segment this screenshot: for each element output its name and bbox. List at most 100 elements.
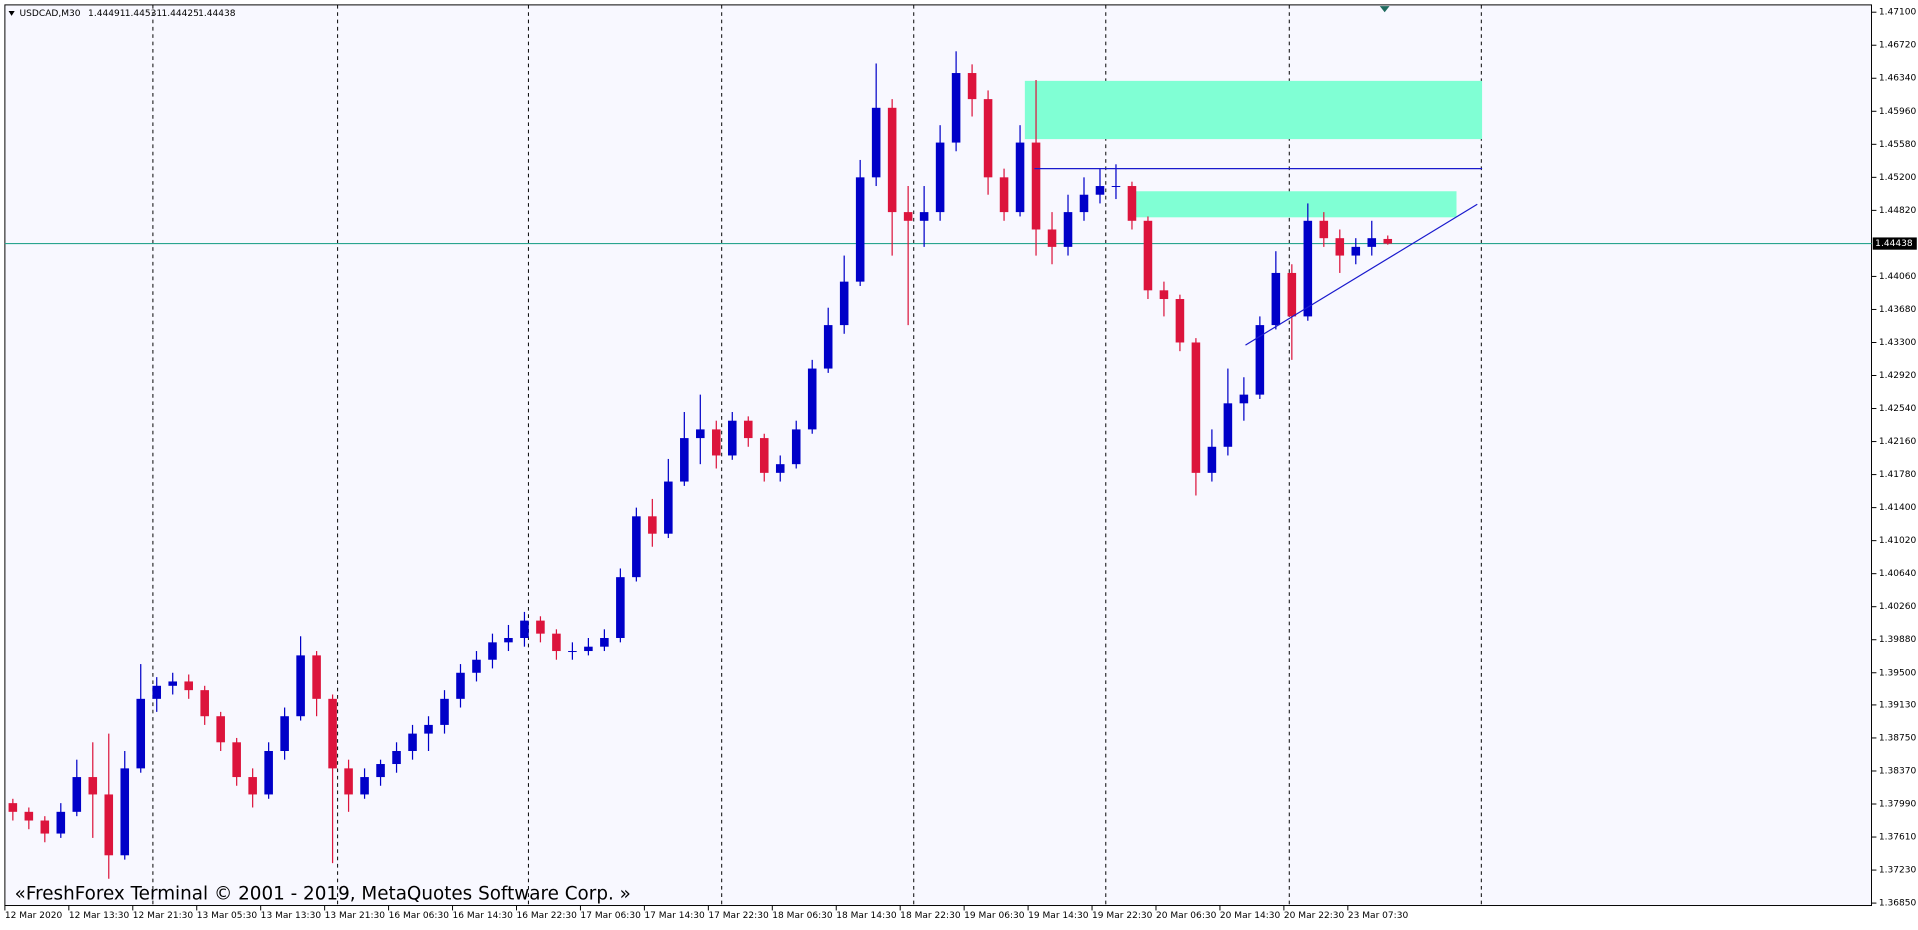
candle-body	[1143, 220, 1153, 291]
candle-body	[1175, 299, 1185, 343]
x-tick-label: 13 Mar 13:30	[261, 911, 322, 921]
x-tick-label: 12 Mar 2020	[5, 911, 63, 921]
candle-body	[759, 438, 769, 473]
candle-body	[999, 177, 1009, 213]
candle-body	[1271, 272, 1281, 326]
candle-body	[1063, 212, 1073, 247]
x-tick-label: 12 Mar 13:30	[69, 911, 130, 921]
candle-body	[8, 803, 18, 812]
candle-body	[632, 516, 641, 578]
y-tick-label: 1.36850	[1879, 899, 1917, 909]
candle-body	[616, 577, 625, 638]
candle-body	[1079, 194, 1089, 213]
x-tick-label: 16 Mar 14:30	[453, 911, 514, 921]
y-tick-label: 1.37230	[1879, 866, 1917, 876]
candle-body	[807, 368, 817, 430]
candle-body	[424, 724, 433, 734]
candle-body	[24, 811, 34, 821]
y-tick-label: 1.41020	[1879, 536, 1917, 546]
x-tick-label: 23 Mar 07:30	[1348, 911, 1409, 921]
candle-body	[248, 777, 257, 795]
y-tick-label: 1.45580	[1879, 140, 1917, 150]
x-tick-label: 13 Mar 05:30	[197, 911, 258, 921]
y-tick-label: 1.44060	[1879, 272, 1917, 282]
candle-body	[488, 642, 497, 660]
candle-body	[712, 429, 721, 456]
candle-body	[775, 464, 785, 473]
current-price-box	[1872, 237, 1917, 250]
candle-body	[312, 655, 321, 699]
y-tick-label: 1.39500	[1879, 668, 1917, 678]
y-tick-label: 1.42160	[1879, 437, 1917, 447]
y-tick-label: 1.41780	[1879, 470, 1917, 480]
copyright: «FreshForex Terminal © 2001 - 2019, Meta…	[15, 884, 631, 905]
candle-body	[1351, 246, 1361, 256]
x-tick-label: 16 Mar 06:30	[389, 911, 450, 921]
y-tick-label: 1.47100	[1879, 8, 1917, 18]
x-tick-label: 19 Mar 06:30	[964, 911, 1025, 921]
x-tick-label: 16 Mar 22:30	[516, 911, 577, 921]
candle-body	[408, 733, 417, 751]
header-open: 1.44491	[88, 9, 125, 19]
candle-body	[951, 73, 961, 143]
candle-body	[1047, 229, 1057, 247]
candle-body	[216, 716, 225, 743]
candle-body	[392, 750, 401, 765]
candle-body	[743, 420, 753, 439]
candle-body	[264, 750, 273, 795]
y-tick-label: 1.41400	[1879, 503, 1917, 513]
candle-body	[280, 716, 289, 751]
candle-body	[727, 420, 737, 456]
trend-line	[1245, 203, 1478, 346]
candle-body	[1239, 394, 1249, 404]
y-tick-label: 1.45200	[1879, 173, 1917, 183]
y-tick-label: 1.37990	[1879, 800, 1917, 810]
y-tick-label: 1.46720	[1879, 41, 1917, 51]
menu-arrow	[8, 11, 15, 16]
shift-marker	[1379, 6, 1390, 13]
x-tick-label: 18 Mar 22:30	[900, 911, 961, 921]
candle-body	[1031, 142, 1041, 230]
candle-body	[1207, 446, 1217, 473]
candle-body	[664, 481, 673, 534]
x-tick-label: 17 Mar 06:30	[580, 911, 641, 921]
current-price-label: 1.44438	[1875, 239, 1913, 249]
candle-body	[120, 768, 130, 856]
candle-body	[168, 681, 177, 686]
candle-body	[456, 672, 465, 699]
candle-body	[791, 429, 801, 465]
candle-body	[360, 777, 369, 795]
candle-body	[935, 142, 945, 213]
candle-body	[296, 655, 305, 717]
x-tick-label: 19 Mar 22:30	[1092, 911, 1153, 921]
candle-body	[136, 698, 146, 769]
candle-body	[88, 777, 98, 795]
candle-body	[1127, 186, 1137, 221]
candle-body	[1255, 325, 1265, 395]
candle-body	[504, 637, 513, 643]
candle-body	[152, 685, 162, 699]
x-tick-label: 20 Mar 14:30	[1220, 911, 1281, 921]
y-tick-label: 1.39130	[1879, 700, 1917, 710]
candle-body	[1383, 238, 1393, 244]
y-tick-label: 1.43680	[1879, 305, 1917, 315]
candle-body	[56, 811, 66, 834]
y-tick-label: 1.38370	[1879, 766, 1917, 776]
header-close: 1.44438	[198, 9, 236, 19]
candle-body	[1111, 186, 1121, 188]
candle-body	[1015, 142, 1025, 213]
header-low: 1.44425	[161, 9, 198, 19]
candle-body	[584, 646, 593, 652]
y-tick-label: 1.44820	[1879, 206, 1917, 216]
candle-body	[440, 698, 449, 725]
y-tick-label: 1.42920	[1879, 371, 1917, 381]
candle-body	[600, 637, 609, 647]
day-separators	[152, 4, 1482, 906]
candle-body	[184, 681, 193, 691]
candle-body	[983, 99, 993, 178]
candle-body	[328, 698, 337, 769]
y-tick-label: 1.45960	[1879, 107, 1917, 117]
y-tick-label: 1.40640	[1879, 569, 1917, 579]
x-tick-label: 20 Mar 06:30	[1156, 911, 1217, 921]
candle-body	[232, 742, 241, 778]
